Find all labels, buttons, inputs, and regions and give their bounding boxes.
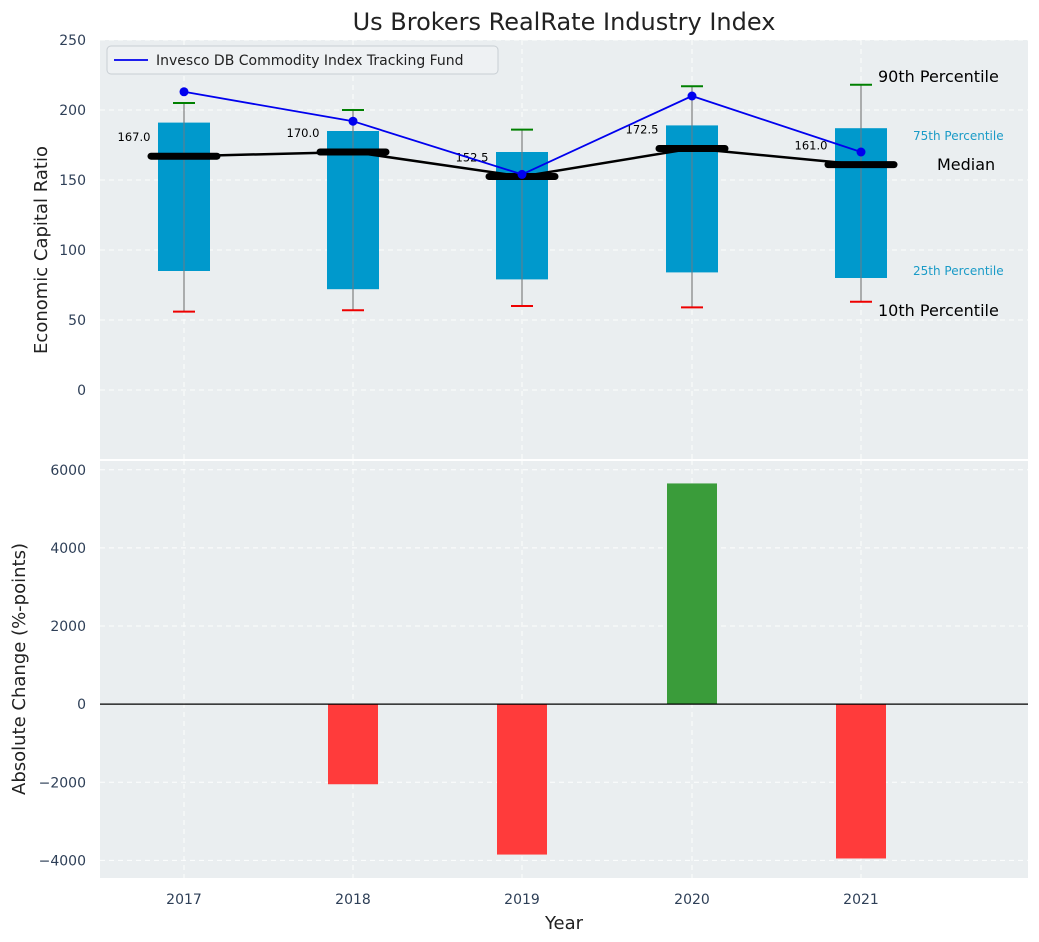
top-y-tick-label: 250 [59, 33, 86, 49]
legend-label-fund: Invesco DB Commodity Index Tracking Fund [156, 53, 464, 69]
top-y-tick-label: 100 [59, 243, 86, 259]
fund-point-2018 [348, 116, 358, 126]
bottom-y-tick-label: −2000 [39, 775, 86, 791]
fund-point-2019 [517, 169, 527, 179]
median-value-label-2020: 172.5 [626, 123, 659, 137]
bottom-y-tick-label: −4000 [39, 853, 86, 869]
change-bar-2019 [497, 704, 547, 855]
fund-point-2017 [179, 87, 189, 97]
top-y-tick-label: 50 [68, 313, 86, 329]
bottom-y-axis-label: Absolute Change (%-points) [9, 543, 30, 795]
bottom-y-tick-label: 6000 [50, 463, 86, 479]
top-y-tick-label: 150 [59, 173, 86, 189]
median-value-label-2021: 161.0 [795, 139, 828, 153]
annotation-75th-percentile: 75th Percentile [913, 129, 1004, 143]
bottom-panel-background [100, 460, 1028, 878]
annotation-median: Median [937, 155, 995, 174]
change-bar-2021 [836, 704, 886, 859]
legend-box [106, 45, 499, 75]
top-y-tick-label: 200 [59, 103, 86, 119]
fund-point-2021 [856, 147, 866, 157]
bottom-y-tick-label: 4000 [50, 541, 86, 557]
x-tick-label-2018: 2018 [335, 892, 371, 908]
bottom-y-tick-label: 0 [77, 697, 86, 713]
x-tick-label-2019: 2019 [504, 892, 540, 908]
x-tick-label-2020: 2020 [674, 892, 710, 908]
chart-title: Us Brokers RealRate Industry Index [353, 8, 776, 36]
x-tick-label-2021: 2021 [843, 892, 879, 908]
annotation-25th-percentile: 25th Percentile [913, 264, 1004, 278]
annotation-90th-percentile: 90th Percentile [878, 67, 999, 86]
change-bar-2018 [328, 704, 378, 785]
top-y-tick-label: 0 [77, 383, 86, 399]
median-value-label-2017: 167.0 [118, 130, 151, 144]
x-tick-label-2017: 2017 [166, 892, 202, 908]
annotation-10th-percentile: 10th Percentile [878, 301, 999, 320]
median-value-label-2018: 170.0 [287, 126, 320, 140]
fund-point-2020 [687, 91, 697, 101]
change-bar-2020 [667, 483, 717, 705]
top-y-axis-label: Economic Capital Ratio [31, 146, 52, 354]
x-axis-label: Year [544, 913, 584, 934]
bottom-y-tick-label: 2000 [50, 619, 86, 635]
legend: Invesco DB Commodity Index Tracking Fund [106, 45, 499, 75]
